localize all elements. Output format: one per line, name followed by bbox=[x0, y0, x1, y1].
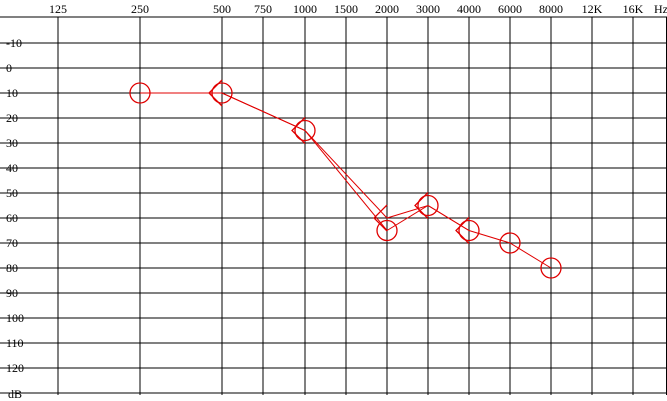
x-tick-label: 500 bbox=[213, 2, 231, 16]
series-layer bbox=[129, 79, 562, 279]
data-point-circle bbox=[499, 232, 521, 254]
x-tick-label: 1000 bbox=[293, 2, 317, 16]
y-tick-label: -10 bbox=[6, 36, 22, 50]
data-point-circle bbox=[129, 82, 151, 104]
y-tick-label: 0 bbox=[6, 61, 12, 75]
x-tick-label: 2000 bbox=[375, 2, 399, 16]
y-tick-label: 90 bbox=[6, 286, 18, 300]
y-tick-label: 30 bbox=[6, 136, 18, 150]
series-line-2 bbox=[221, 92, 470, 231]
x-tick-label: 250 bbox=[131, 2, 149, 16]
data-point-bracket bbox=[208, 79, 223, 107]
data-point-bracket bbox=[455, 217, 470, 244]
data-point-bracket bbox=[373, 204, 388, 232]
data-point-bracket bbox=[414, 192, 429, 219]
data-point-circle bbox=[376, 219, 398, 242]
x-tick-label: 12K bbox=[582, 2, 603, 16]
y-tick-label: 120 bbox=[6, 361, 24, 375]
x-unit-label: Hz bbox=[654, 2, 667, 16]
x-tick-label: 750 bbox=[254, 2, 272, 16]
y-tick-label: 10 bbox=[6, 86, 18, 100]
data-point-circle bbox=[294, 119, 316, 142]
y-tick-label: 110 bbox=[6, 336, 24, 350]
y-unit-label: dB bbox=[8, 387, 22, 401]
x-tick-label: 125 bbox=[49, 2, 67, 16]
data-point-circle bbox=[458, 219, 480, 242]
x-tick-label: 6000 bbox=[498, 2, 522, 16]
x-axis-labels: 125 250 500 750 1000 1500 2000 3000 4000 6000 8000… bbox=[49, 2, 667, 16]
y-axis-labels: -10 0 10 20 30 40 50 60 70 80 90 100 110 120 dB bbox=[6, 36, 24, 401]
x-tick-label: 8000 bbox=[539, 2, 563, 16]
x-tick-label: 3000 bbox=[416, 2, 440, 16]
y-tick-label: 50 bbox=[6, 186, 18, 200]
data-point-circle bbox=[540, 257, 562, 279]
y-tick-label: 100 bbox=[6, 311, 24, 325]
y-tick-label: 80 bbox=[6, 261, 18, 275]
grid bbox=[0, 16, 667, 395]
y-tick-label: 70 bbox=[6, 236, 18, 250]
x-tick-label: 1500 bbox=[334, 2, 358, 16]
x-tick-label: 16K bbox=[623, 2, 644, 16]
y-tick-label: 60 bbox=[6, 211, 18, 225]
data-point-circle bbox=[417, 194, 439, 217]
data-point-circle bbox=[211, 82, 233, 104]
y-tick-label: 40 bbox=[6, 161, 18, 175]
x-tick-label: 4000 bbox=[457, 2, 481, 16]
data-point-bracket bbox=[291, 117, 306, 144]
y-tick-label: 20 bbox=[6, 111, 18, 125]
